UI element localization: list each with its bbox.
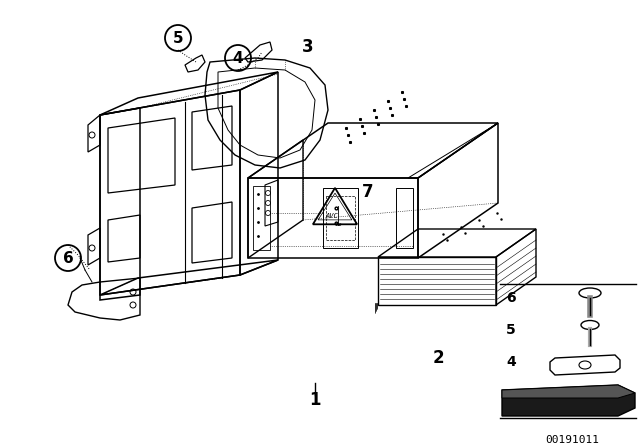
Text: 4: 4 [233,51,243,65]
Text: 6: 6 [506,291,516,305]
Polygon shape [502,385,635,416]
Text: ≈: ≈ [335,220,342,228]
Text: AVC: AVC [326,213,339,219]
Polygon shape [502,385,635,398]
Text: 5: 5 [506,323,516,337]
Text: 3: 3 [302,38,314,56]
Text: 7: 7 [362,183,374,201]
Text: 6: 6 [63,250,74,266]
Text: 1: 1 [309,391,321,409]
Text: 5: 5 [173,30,183,46]
Text: 2: 2 [432,349,444,367]
Text: 4: 4 [506,355,516,369]
Text: 00191011: 00191011 [545,435,599,445]
